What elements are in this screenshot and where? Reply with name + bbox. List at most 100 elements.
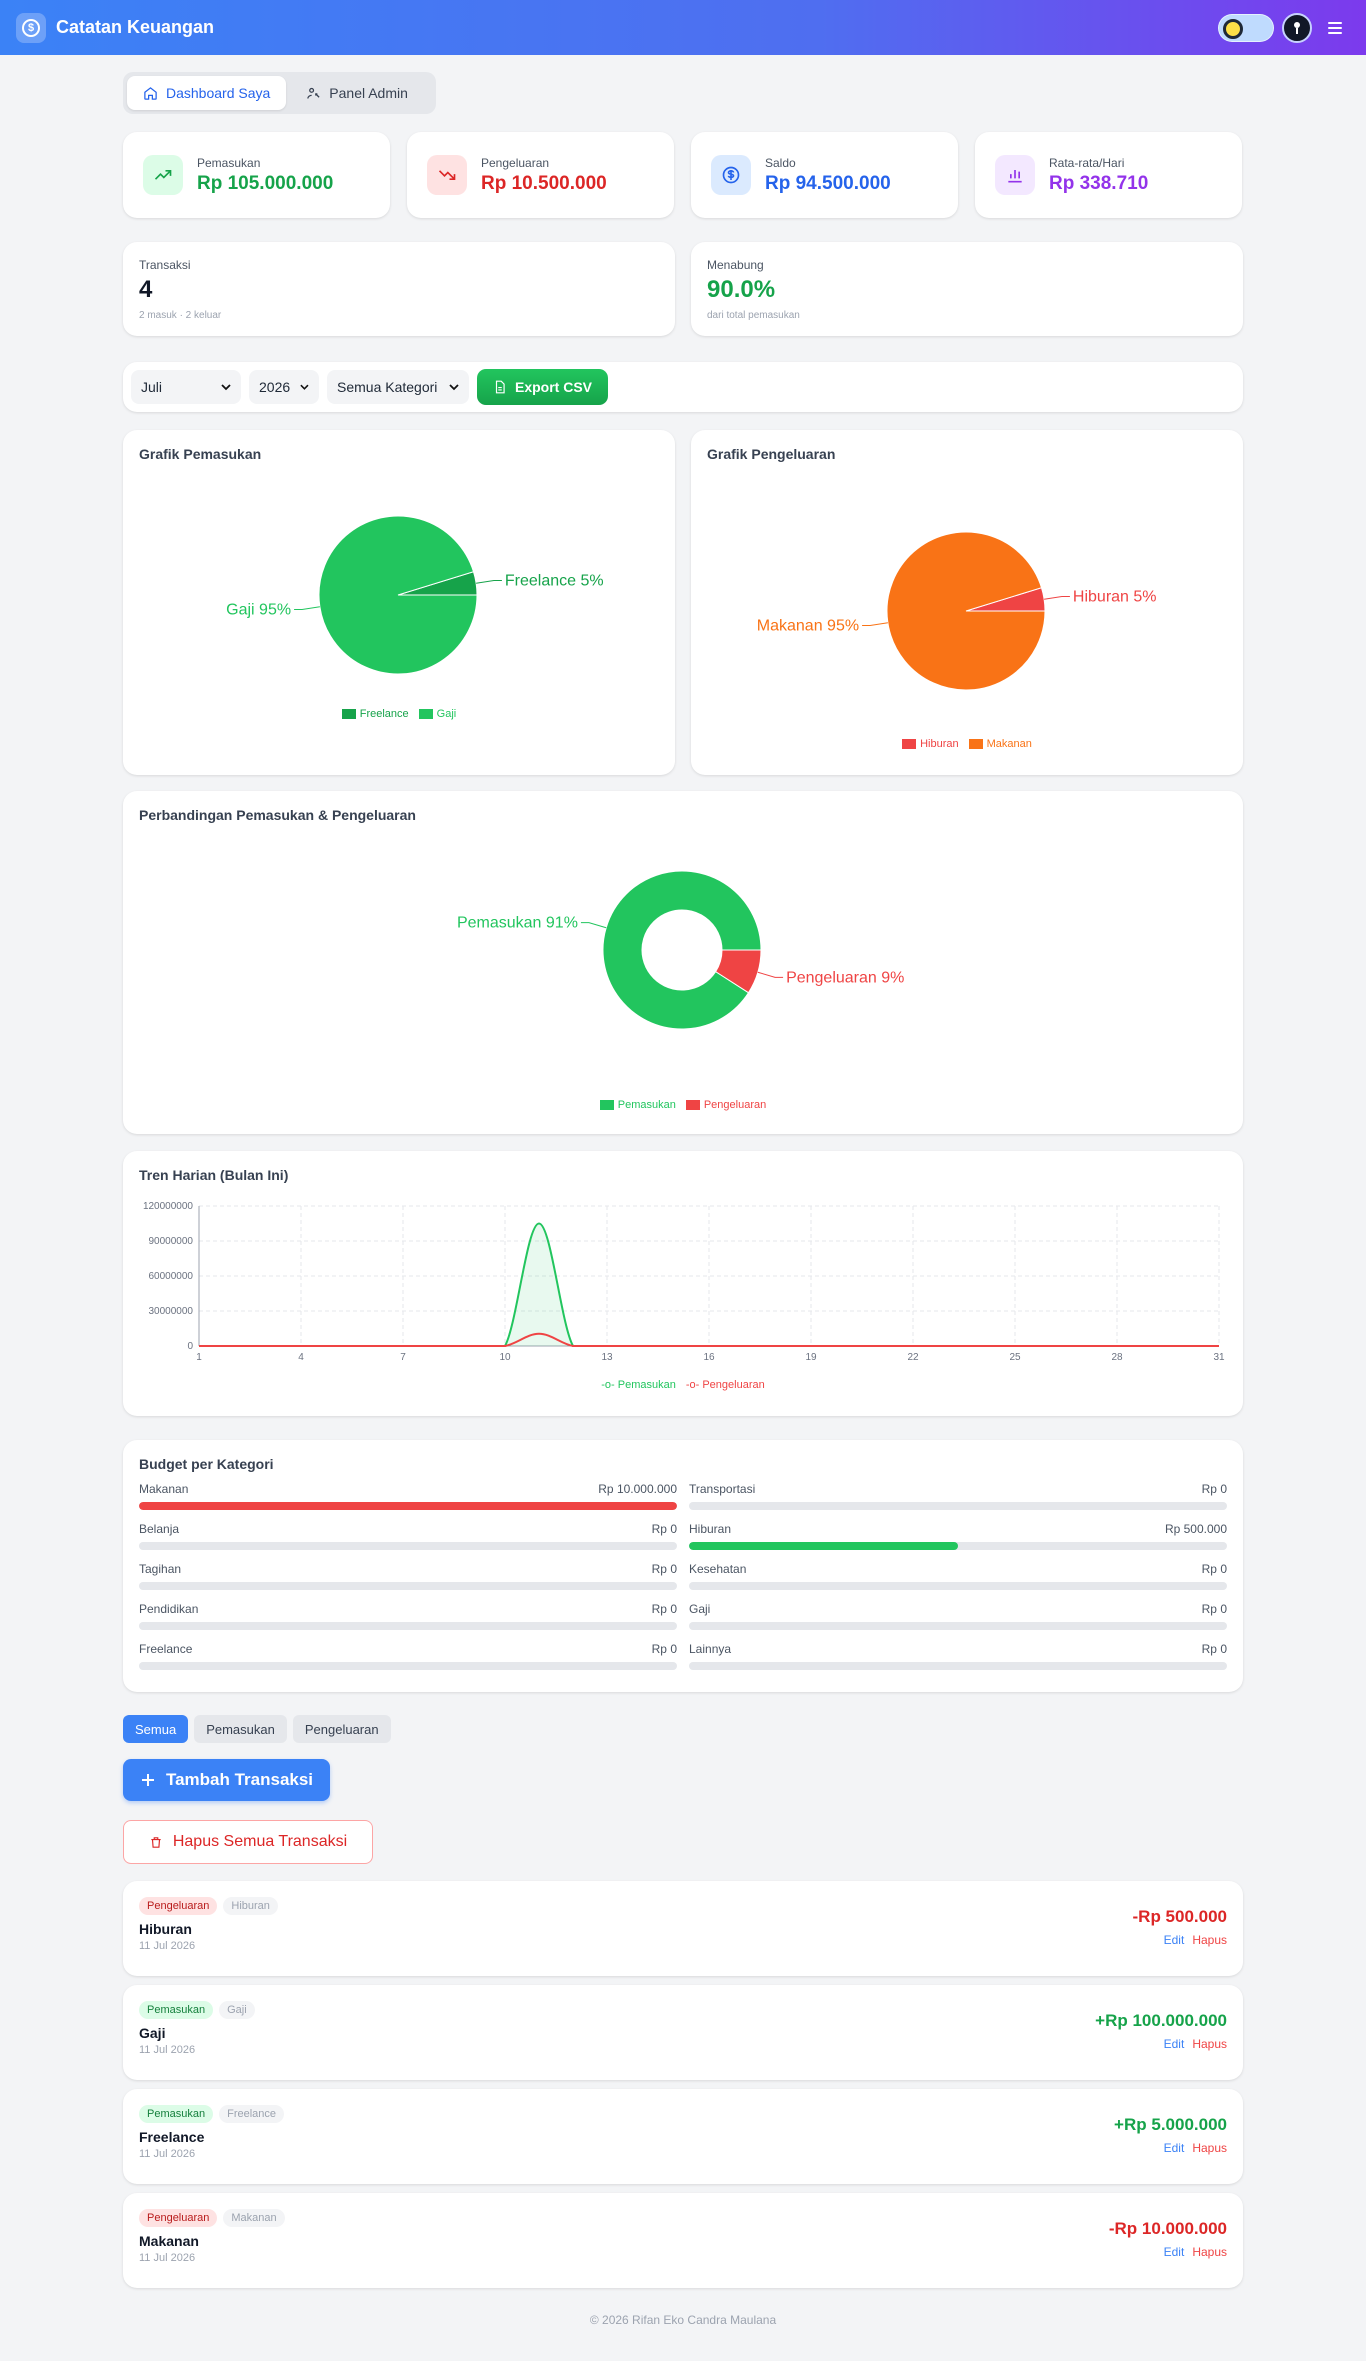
x-tick-label: 31 bbox=[1213, 1352, 1225, 1363]
summary-label: Menabung bbox=[707, 258, 764, 272]
stat-label: Saldo bbox=[765, 155, 796, 170]
stat-card-expense: Pengeluaran Rp 10.500.000 bbox=[407, 132, 674, 218]
app-title: Catatan Keuangan bbox=[56, 17, 215, 37]
income-legend: Freelance Gaji bbox=[123, 708, 675, 720]
delete-link[interactable]: Hapus bbox=[1192, 1933, 1227, 1947]
trending-down-icon bbox=[427, 155, 467, 195]
transaction-type-badge: Pemasukan bbox=[139, 2105, 214, 2123]
bar-chart-icon bbox=[995, 155, 1035, 195]
pie-label: Makanan 95% bbox=[757, 617, 859, 634]
legend-item: Makanan bbox=[968, 738, 1032, 750]
plus-icon bbox=[141, 1774, 154, 1786]
footer: © 2026 Rifan Eko Candra Maulana bbox=[589, 2313, 777, 2327]
filter-expense-button[interactable]: Pengeluaran bbox=[292, 1715, 391, 1743]
file-icon bbox=[495, 380, 505, 394]
category-value: Semua Kategori bbox=[337, 379, 438, 395]
user-icon bbox=[1294, 21, 1300, 34]
budget-progress-bar bbox=[139, 1662, 677, 1670]
legend-item: Pengeluaran bbox=[685, 1099, 766, 1111]
transaction-date: 11 Jul 2026 bbox=[139, 2148, 196, 2160]
y-tick-label: 90000000 bbox=[149, 1236, 194, 1247]
budget-category: Freelance bbox=[139, 1642, 193, 1656]
add-transaction-label: Tambah Transaksi bbox=[165, 1770, 314, 1789]
transaction-date: 11 Jul 2026 bbox=[139, 2044, 196, 2056]
filter-income-button[interactable]: Pemasukan bbox=[194, 1715, 287, 1743]
hamburger-menu-icon[interactable] bbox=[1320, 13, 1350, 43]
transaction-item: Pemasukan Gaji Gaji 11 Jul 2026 +Rp 100.… bbox=[123, 1985, 1243, 2080]
pie-label-line bbox=[1044, 596, 1070, 600]
summary-transactions: Transaksi 4 2 masuk · 2 keluar bbox=[123, 242, 675, 336]
pie-label-line bbox=[580, 922, 607, 929]
chart-title: Grafik Pengeluaran bbox=[707, 446, 836, 462]
legend-item: -o- Pemasukan bbox=[601, 1379, 676, 1391]
income-pie-chart: Freelance 5% Gaji 95% bbox=[226, 515, 604, 675]
budget-category: Makanan bbox=[139, 1482, 189, 1496]
budget-amount: Rp 0 bbox=[651, 1602, 677, 1616]
stat-label: Pemasukan bbox=[197, 155, 261, 170]
stat-value: Rp 338.710 bbox=[1049, 172, 1149, 194]
add-transaction-button[interactable]: Tambah Transaksi bbox=[123, 1759, 330, 1801]
tab-dashboard[interactable]: Dashboard Saya bbox=[127, 76, 287, 110]
budget-category: Hiburan bbox=[689, 1522, 732, 1536]
pie-label: Freelance 5% bbox=[505, 573, 604, 590]
budget-amount: Rp 0 bbox=[1201, 1602, 1227, 1616]
user-avatar[interactable] bbox=[1282, 12, 1312, 43]
edit-link[interactable]: Edit bbox=[1163, 2141, 1185, 2155]
budget-grid: Makanan Rp 10.000.000 Transportasi Rp 0 Bela… bbox=[139, 1482, 1227, 1682]
x-tick-label: 4 bbox=[298, 1352, 304, 1363]
pie-slice-pemasukan[interactable] bbox=[602, 870, 762, 1030]
pie-slice-pengeluaran[interactable] bbox=[714, 949, 762, 994]
tab-dashboard-label: Dashboard Saya bbox=[166, 85, 271, 101]
legend-item: Hiburan bbox=[902, 738, 959, 750]
y-tick-label: 0 bbox=[187, 1341, 193, 1352]
pie-slice-gaji[interactable] bbox=[318, 515, 478, 675]
delete-link[interactable]: Hapus bbox=[1192, 2141, 1227, 2155]
budget-category: Transportasi bbox=[689, 1482, 756, 1496]
transaction-amount: +Rp 100.000.000 bbox=[1095, 2011, 1227, 2030]
tab-admin[interactable]: Panel Admin bbox=[290, 76, 424, 110]
home-icon bbox=[144, 86, 157, 100]
y-tick-label: 60000000 bbox=[149, 1271, 194, 1282]
trend-chart-card: Tren Harian (Bulan Ini) 1 4 7 10 13 16 19 22 25 2… bbox=[123, 1151, 1243, 1416]
summary-savings: Menabung 90.0% dari total pemasukan bbox=[691, 242, 1243, 336]
budget-progress-fill bbox=[689, 1542, 958, 1550]
income-chart-card: Grafik Pemasukan Freelance 5% Gaji 95% Fr… bbox=[123, 430, 675, 775]
y-tick-label: 30000000 bbox=[149, 1306, 194, 1317]
export-csv-button[interactable]: Export CSV bbox=[477, 369, 609, 405]
x-tick-label: 13 bbox=[601, 1352, 613, 1363]
budget-amount: Rp 0 bbox=[651, 1562, 677, 1576]
edit-link[interactable]: Edit bbox=[1163, 2245, 1185, 2259]
x-tick-label: 19 bbox=[805, 1352, 817, 1363]
chevron-down-icon bbox=[449, 384, 459, 391]
budget-progress-bar bbox=[689, 1662, 1227, 1670]
budget-progress-bar bbox=[139, 1542, 677, 1550]
delete-link[interactable]: Hapus bbox=[1192, 2037, 1227, 2051]
filter-all-button[interactable]: Semua bbox=[123, 1715, 189, 1743]
sun-icon bbox=[1223, 18, 1243, 39]
trending-up-icon bbox=[143, 155, 183, 195]
dollar-logo-icon: $ bbox=[16, 12, 46, 43]
delete-link[interactable]: Hapus bbox=[1192, 2245, 1227, 2259]
budget-item: Belanja Rp 0 bbox=[139, 1522, 677, 1562]
series-line-pengeluaran[interactable] bbox=[198, 1332, 1219, 1347]
transaction-item: Pengeluaran Hiburan Hiburan 11 Jul 2026 … bbox=[123, 1881, 1243, 1976]
edit-link[interactable]: Edit bbox=[1163, 1933, 1185, 1947]
budget-item: Tagihan Rp 0 bbox=[139, 1562, 677, 1602]
pie-slice-makanan[interactable] bbox=[886, 531, 1046, 691]
budget-amount: Rp 0 bbox=[1201, 1642, 1227, 1656]
category-select[interactable]: Semua Kategori bbox=[327, 370, 469, 404]
chevron-down-icon bbox=[300, 384, 309, 390]
month-select[interactable]: Juli bbox=[131, 370, 241, 404]
theme-toggle[interactable] bbox=[1218, 13, 1274, 42]
transaction-name: Makanan bbox=[139, 2233, 199, 2249]
transaction-amount: -Rp 10.000.000 bbox=[1108, 2219, 1227, 2238]
stat-card-income: Pemasukan Rp 105.000.000 bbox=[123, 132, 390, 218]
brand[interactable]: $ Catatan Keuangan bbox=[16, 12, 215, 43]
transaction-name: Hiburan bbox=[139, 1921, 192, 1937]
budget-amount: Rp 0 bbox=[1201, 1562, 1227, 1576]
delete-all-button[interactable]: Hapus Semua Transaksi bbox=[123, 1820, 373, 1864]
x-tick-label: 28 bbox=[1111, 1352, 1123, 1363]
year-select[interactable]: 2026 bbox=[249, 370, 319, 404]
app-header: $ Catatan Keuangan bbox=[0, 0, 1366, 55]
edit-link[interactable]: Edit bbox=[1163, 2037, 1185, 2051]
